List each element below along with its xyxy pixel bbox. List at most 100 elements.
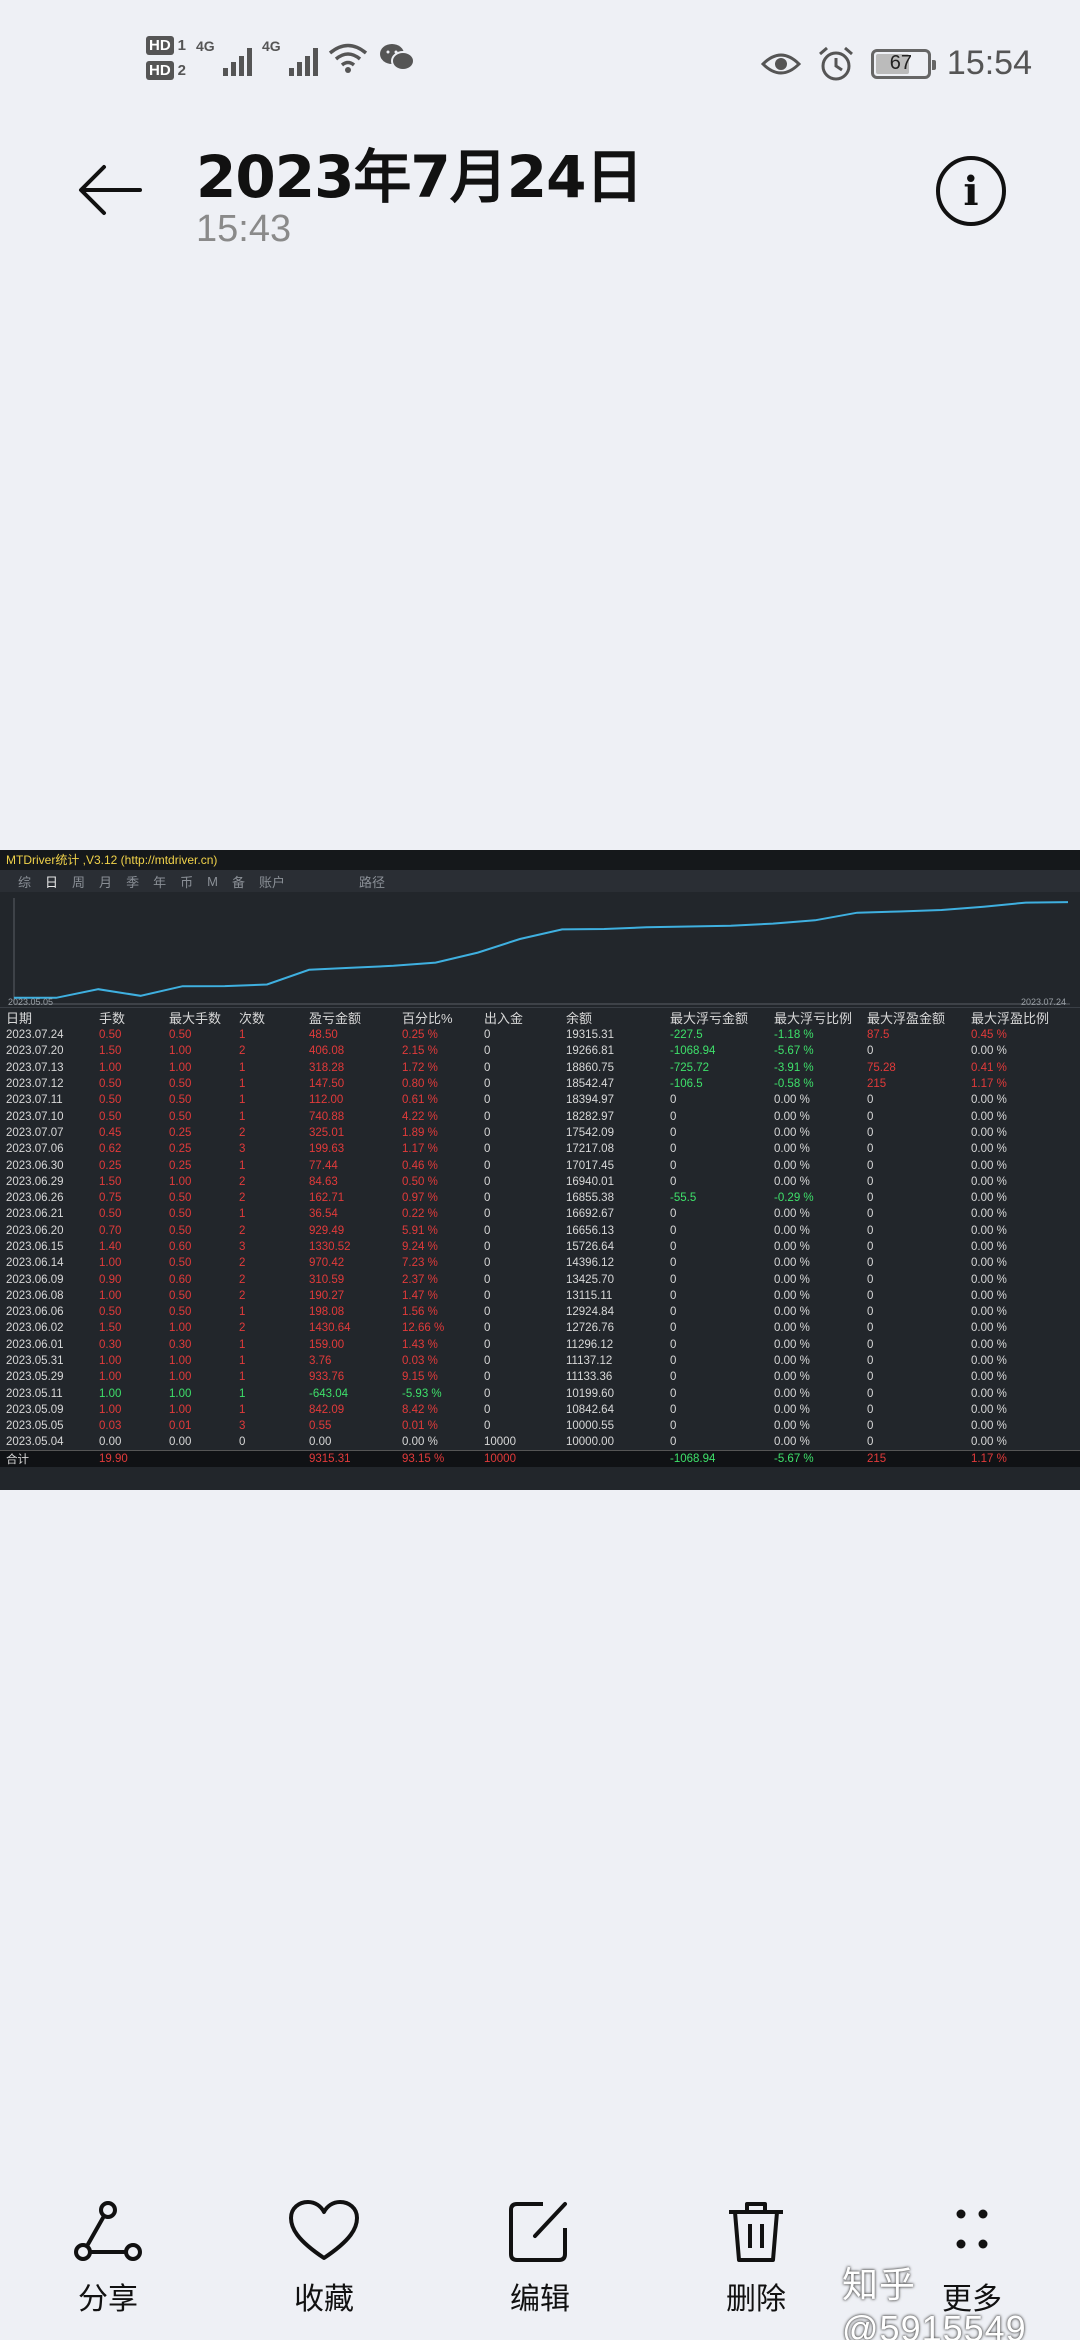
table-cell: 0 [670, 1436, 677, 1449]
table-cell: 0.00 % [971, 1126, 1007, 1139]
table-cell: 0.55 [309, 1420, 332, 1433]
table-cell: 0 [239, 1436, 246, 1449]
table-cell: 0 [867, 1224, 874, 1237]
delete-button[interactable]: 删除 [686, 2200, 826, 2318]
table-cell: 合计 [0, 1450, 93, 1468]
table-cell: 0.00 % [774, 1306, 810, 1319]
table-cell: 13115.11 [566, 1289, 613, 1302]
table-cell: 1 [239, 1208, 246, 1221]
mtdriver-tab-3[interactable]: 月 [99, 874, 113, 890]
info-button[interactable]: i [936, 156, 1006, 226]
table-cell: 0 [867, 1143, 874, 1156]
table-cell: 0.00 % [402, 1436, 438, 1449]
table-cell: 1.47 % [402, 1289, 438, 1302]
mtdriver-tab-5[interactable]: 年 [153, 874, 167, 890]
table-row: 2023.05.04 0.00 0.00 0 0.00 0.00 % 10000 10000.… [0, 1434, 1080, 1450]
table-cell: 1 [239, 1094, 246, 1107]
mtdriver-tab-6[interactable]: 币 [180, 874, 194, 890]
table-cell: 0 [670, 1224, 677, 1237]
mtdriver-tabs: 综日周月季年币 M 备账户 路径 [0, 870, 1080, 892]
sim-1: 1 [177, 37, 187, 54]
table-row: 2023.06.15 1.40 0.60 3 1330.52 9.24 % 0 15726.6… [0, 1239, 1080, 1255]
table-cell: 0.61 % [402, 1094, 438, 1107]
table-cell: 0.60 [169, 1273, 192, 1286]
table-cell: 3 [239, 1143, 246, 1156]
table-cell: 0.50 [169, 1192, 192, 1205]
status-bar: HD 1 HD 2 4G 4G [0, 0, 1080, 130]
table-cell: 19.90 [93, 1450, 163, 1468]
table-cell: 0 [484, 1322, 491, 1335]
table-cell: -643.04 [309, 1387, 349, 1400]
table-cell: 0.01 % [402, 1420, 438, 1433]
table-cell: 0.00 % [774, 1322, 810, 1335]
table-cell: 0.45 % [971, 1029, 1007, 1042]
share-label: 分享 [78, 2282, 138, 2317]
table-cell: 0 [670, 1257, 677, 1270]
edit-button[interactable]: 编辑 [470, 2200, 610, 2318]
back-button[interactable] [70, 150, 150, 230]
mtdriver-tab-2[interactable]: 周 [72, 874, 86, 890]
table-cell: 0.50 [169, 1257, 192, 1270]
table-cell: -55.5 [670, 1192, 697, 1205]
table-cell: 0.00 % [774, 1338, 810, 1351]
table-cell: 0.50 [99, 1094, 122, 1107]
table-cell: 1.00 [169, 1355, 192, 1368]
table-cell: 0.70 [99, 1224, 122, 1237]
table-cell: 0.50 [169, 1289, 192, 1302]
table-cell: 0 [867, 1257, 874, 1270]
table-row: 2023.07.13 1.00 1.00 1 318.28 1.72 % 0 18860.75… [0, 1060, 1080, 1076]
table-cell: 17217.08 [566, 1143, 614, 1156]
table-cell: 0.50 [99, 1110, 122, 1123]
page-subtitle: 15:43 [196, 208, 292, 250]
more-label: 更多 [942, 2282, 1002, 2317]
mtdriver-tab-7[interactable]: M [207, 873, 218, 889]
favorite-button[interactable]: 收藏 [254, 2200, 394, 2318]
table-row: 2023.05.05 0.03 0.01 3 0.55 0.01 % 0 10000.55 0 0… [0, 1418, 1080, 1434]
table-cell: 0 [670, 1403, 677, 1416]
table-cell: 10000.55 [566, 1420, 614, 1433]
column-header-2: 最大手数 [169, 1011, 222, 1026]
more-button[interactable]: 更多 [902, 2200, 1042, 2318]
battery-icon: 67 [870, 48, 936, 79]
mtdriver-tab-8[interactable]: 备 [231, 874, 245, 890]
table-cell: 0.00 % [774, 1126, 810, 1139]
table-cell: 0 [867, 1355, 874, 1368]
daily-stats-table: 日期 手数 最大手数 次数 盈亏金额 百分比% 出入金 余额 最大浮亏金额 最大浮亏比例 最大浮盈金… [0, 1008, 1080, 1468]
table-cell: 1 [239, 1306, 246, 1319]
table-cell: 12726.76 [566, 1322, 614, 1335]
table-cell: 0 [867, 1192, 874, 1205]
table-cell: 0.00 % [774, 1289, 810, 1302]
mtdriver-tab-1[interactable]: 日 [45, 874, 59, 890]
table-cell: 0 [867, 1420, 874, 1433]
mtdriver-tab-9[interactable]: 账户 [258, 874, 285, 890]
photo-content[interactable]: MTDriver统计 ,V3.12 (http://mtdriver.cn) 综… [0, 850, 1080, 1490]
table-cell [163, 1450, 233, 1468]
table-cell: 2023.05.31 [6, 1355, 64, 1368]
table-cell: 1.00 [99, 1257, 122, 1270]
mtdriver-tab-4[interactable]: 季 [126, 874, 140, 890]
table-cell: 0 [670, 1159, 677, 1172]
table-cell [560, 1450, 664, 1468]
table-cell: 1.43 % [402, 1338, 438, 1351]
table-cell: 2023.05.05 [6, 1420, 64, 1433]
equity-chart: 2023.05.05 2023.07.24 [0, 896, 1080, 1008]
table-cell: 75.28 [867, 1061, 896, 1074]
table-cell: 0.00 % [774, 1403, 810, 1416]
table-cell: 10000 [478, 1450, 560, 1468]
mtdriver-tab-0[interactable]: 综 [18, 874, 32, 890]
table-cell: 0 [484, 1371, 491, 1384]
table-cell: 2 [239, 1192, 246, 1205]
table-cell: -227.5 [670, 1029, 703, 1042]
table-cell: 842.09 [309, 1403, 345, 1416]
mtdriver-tab-11[interactable]: 路径 [358, 874, 385, 890]
share-button[interactable]: 分享 [38, 2200, 178, 2318]
table-cell: 0.00 % [971, 1257, 1007, 1270]
table-row: 2023.06.30 0.25 0.25 1 77.44 0.46 % 0 17017.45 0… [0, 1157, 1080, 1173]
table-cell: 0 [867, 1289, 874, 1302]
table-cell: 0.00 [99, 1436, 122, 1449]
table-cell: 0.25 [99, 1159, 122, 1172]
column-header-4: 盈亏金额 [309, 1011, 362, 1026]
equity-chart-svg [13, 898, 1070, 1005]
table-cell: 9.15 % [402, 1371, 438, 1384]
table-cell: 0 [670, 1208, 677, 1221]
